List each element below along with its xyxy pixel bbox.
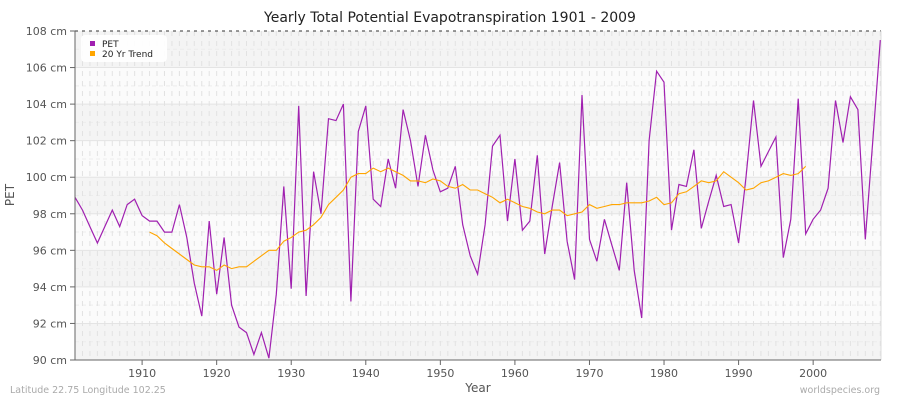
y-axis-ticks: 90 cm 92 cm 94 cm 96 cm 98 cm 100 cm 102 cm 104…	[26, 25, 75, 367]
y-tick-label: 102 cm	[26, 135, 67, 148]
y-tick-label: 98 cm	[33, 208, 67, 221]
x-tick-label: 1990	[725, 367, 753, 380]
y-tick-label: 96 cm	[33, 244, 67, 257]
x-tick-label: 1980	[650, 367, 678, 380]
footer-source: worldspecies.org	[800, 385, 880, 396]
y-tick-label: 94 cm	[33, 281, 67, 294]
x-tick-label: 1910	[128, 367, 156, 380]
pet-series-line	[74, 40, 881, 359]
y-tick-label: 104 cm	[26, 98, 67, 111]
x-tick-label: 1920	[203, 367, 231, 380]
legend-swatch-trend	[90, 51, 95, 56]
y-tick-label: 100 cm	[26, 171, 67, 184]
y-tick-label: 108 cm	[26, 25, 67, 38]
legend-label-trend: 20 Yr Trend	[102, 50, 153, 60]
y-tick-label: 106 cm	[26, 62, 67, 75]
trend-series-line	[149, 165, 807, 272]
legend-box	[81, 35, 167, 62]
x-tick-label: 1940	[352, 367, 380, 380]
x-tick-label: 1950	[426, 367, 454, 380]
y-tick-label: 90 cm	[33, 354, 67, 367]
legend-label-pet: PET	[102, 40, 119, 50]
footer-location: Latitude 22.75 Longitude 102.25	[10, 385, 166, 396]
legend-swatch-pet	[90, 41, 95, 46]
y-tick-label: 92 cm	[33, 317, 67, 330]
x-tick-label: 1970	[575, 367, 603, 380]
x-tick-label: 1960	[501, 367, 529, 380]
vertical-grid	[74, 31, 881, 360]
legend: PET 20 Yr Trend	[81, 35, 167, 62]
x-axis-ticks: 1910 1920 1930 1940 1950 1960 1970 1980 1990 2000	[128, 360, 827, 380]
x-tick-label: 1930	[277, 367, 305, 380]
x-axis-label: Year	[464, 381, 490, 395]
series-lines	[74, 40, 881, 359]
y-axis-label: PET	[3, 183, 17, 206]
x-tick-label: 2000	[799, 367, 827, 380]
chart-title: Yearly Total Potential Evapotranspiratio…	[263, 10, 636, 26]
